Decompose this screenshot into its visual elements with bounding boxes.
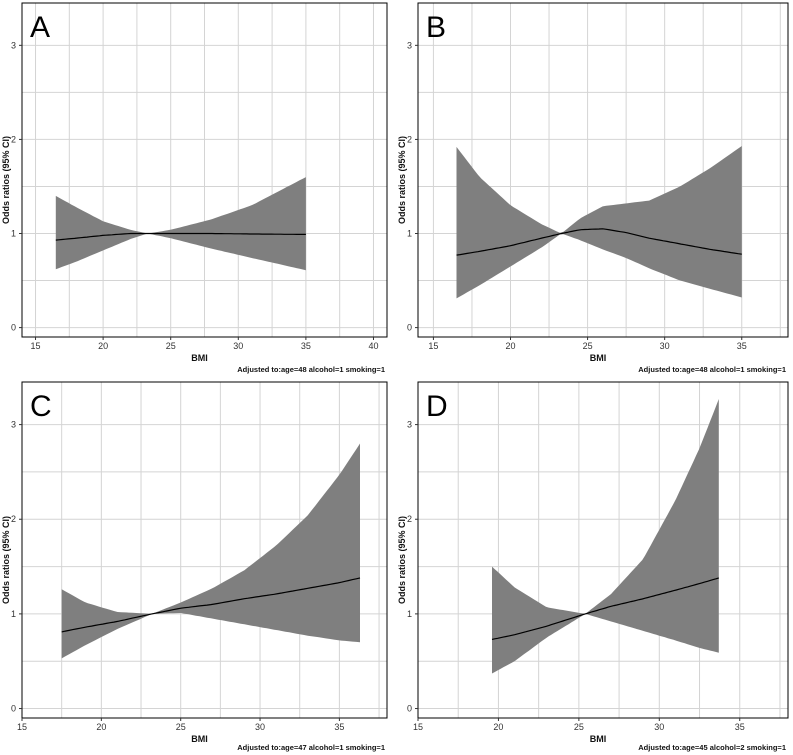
y-tick-label: 1 [11,229,16,239]
panel-c: 15 20 25 30 35 0 1 2 3 BMI Odds ratios (95% CI) C Ad… [1,381,388,752]
x-axis-title: BMI [191,353,208,363]
y-tick-label: 3 [11,40,16,50]
x-tick-label: 15 [428,341,438,351]
y-axis-title: Odds ratios (95% CI) [1,516,11,604]
x-tick-label: 35 [737,341,747,351]
panel-d: 15 20 25 30 35 0 1 2 3 BMI Odds ratios (95% CI) D Ad… [397,381,789,752]
x-tick-label: 30 [255,722,265,732]
x-tick-label: 40 [368,341,378,351]
y-tick-label: 1 [407,229,412,239]
x-tick-label: 35 [301,341,311,351]
x-tick-label: 20 [505,341,515,351]
x-tick-label: 35 [735,722,745,732]
x-tick-label: 20 [96,722,106,732]
ci-band-b [456,146,742,299]
plot-frame [21,2,388,338]
or-line-d [491,577,719,640]
y-tick-label: 3 [11,420,16,430]
y-tick-label: 3 [407,40,412,50]
adjustment-note: Adjusted to:age=48 alcohol=1 smoking=1 [638,365,786,374]
x-tick-label: 25 [574,722,584,732]
ci-band-c [61,443,360,659]
panel-a: 15 20 25 30 35 40 0 1 2 3 BMI Odds ratios (95% CI) A… [1,2,388,374]
y-tick-label: 0 [407,323,412,333]
panel-letter: D [426,390,448,423]
x-axis-title: BMI [191,734,208,744]
x-tick-label: 15 [17,722,27,732]
y-axis-title: Odds ratios (95% CI) [1,136,11,224]
x-tick-label: 25 [176,722,186,732]
adjustment-note: Adjusted to:age=47 alcohol=1 smoking=1 [237,743,385,752]
y-tick-label: 1 [407,609,412,619]
x-tick-label: 25 [583,341,593,351]
adjustment-note: Adjusted to:age=48 alcohol=1 smoking=1 [237,365,385,374]
y-tick-label: 1 [11,609,16,619]
or-line-a [55,232,306,241]
y-tick-label: 2 [11,514,16,524]
ci-band-d [492,399,719,674]
panel-letter: C [30,390,52,423]
plot-frame [21,381,388,719]
x-axis-title: BMI [590,734,607,744]
x-tick-label: 35 [334,722,344,732]
x-axis-title: BMI [590,353,607,363]
panel-letter: B [426,11,446,44]
adjustment-note: Adjusted to:age=45 alcohol=2 smoking=1 [638,743,786,752]
y-tick-label: 0 [407,704,412,714]
x-tick-label: 20 [98,341,108,351]
y-axis-title: Odds ratios (95% CI) [397,136,407,224]
or-line-c [61,577,361,633]
y-tick-label: 2 [407,134,412,144]
y-tick-label: 2 [11,134,16,144]
x-tick-label: 15 [31,341,41,351]
x-tick-label: 30 [233,341,243,351]
ci-band-a [55,177,306,271]
x-tick-label: 20 [493,722,503,732]
or-line-b [456,228,742,256]
x-tick-label: 30 [654,722,664,732]
y-tick-label: 2 [407,514,412,524]
panel-b: 15 20 25 30 35 0 1 2 3 BMI Odds ratios (95% CI) B Ad… [397,2,789,374]
x-tick-label: 30 [660,341,670,351]
y-tick-label: 3 [407,420,412,430]
x-tick-label: 15 [413,722,423,732]
y-tick-label: 0 [11,323,16,333]
y-axis-title: Odds ratios (95% CI) [397,516,407,604]
x-tick-label: 25 [166,341,176,351]
plot-frame [417,381,789,719]
plot-frame [417,2,789,338]
panel-letter: A [30,11,50,44]
y-tick-label: 0 [11,704,16,714]
